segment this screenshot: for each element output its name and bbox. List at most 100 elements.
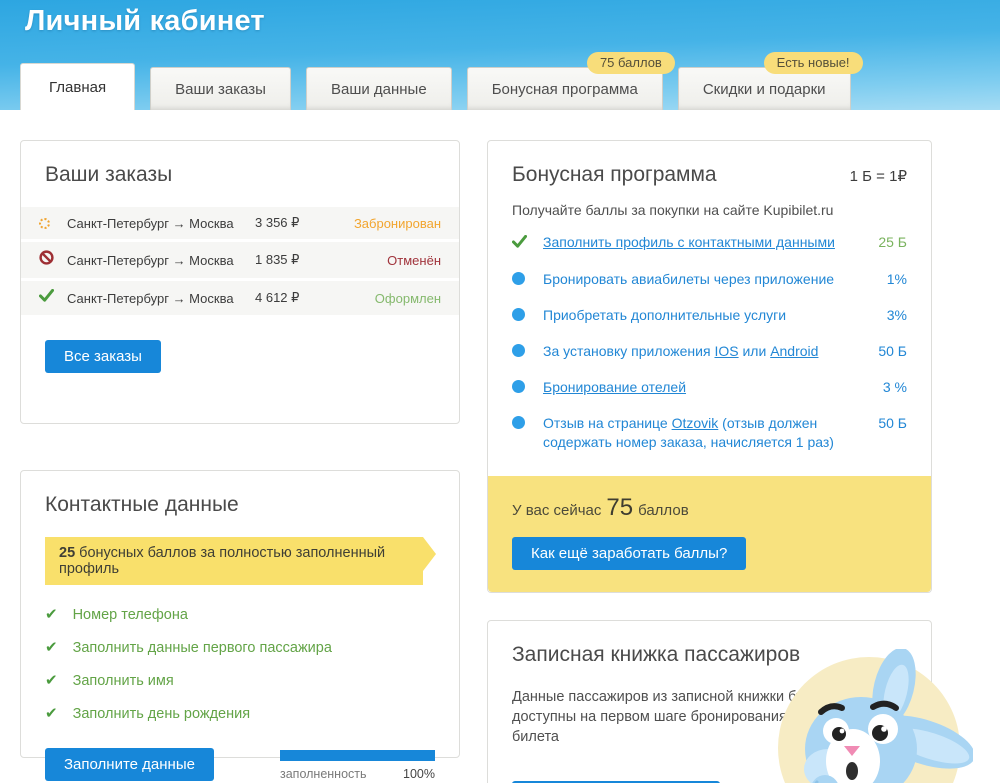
bonus-item-value: 25 Б	[878, 234, 907, 250]
all-orders-button[interactable]: Все заказы	[45, 340, 161, 373]
bonus-item: Бронировать авиабилеты через приложение 1…	[512, 262, 907, 298]
check-icon	[511, 234, 528, 252]
bonus-item-text: Бронирование отелей	[543, 378, 863, 397]
order-row[interactable]: Санкт-Петербург → Москва 3 356 ₽ Заброниро…	[21, 207, 459, 239]
current-points-line: У вас сейчас 75 баллов	[512, 493, 689, 521]
progress-value: 100%	[403, 767, 435, 781]
bonus-item: Приобретать дополнительные услуги 3%	[512, 298, 907, 334]
bonus-link[interactable]: Заполнить профиль с контактными данными	[543, 234, 835, 250]
order-status: Забронирован	[353, 215, 441, 231]
bonus-item-value: 1%	[886, 271, 907, 288]
passenger-notebook-card: Записная книжка пассажиров Данные пассаж…	[487, 619, 973, 783]
bonus-title: Бонусная программа	[512, 163, 717, 186]
earn-more-button[interactable]: Как ещё заработать баллы?	[512, 536, 747, 570]
tab-badge-bonus: 75 баллов	[586, 52, 675, 74]
bonus-footer: У вас сейчас 75 баллов Как ещё заработать …	[488, 475, 931, 592]
tab-label: Ваши данные	[330, 81, 427, 98]
progress-label: заполненность	[280, 767, 367, 781]
right-column: Бонусная программа 1 Б = 1₽ Получайте ба…	[487, 140, 973, 783]
check-icon: ✔	[45, 705, 58, 722]
contacts-title: Контактные данные	[45, 493, 239, 516]
fill-data-button[interactable]: Заполните данные	[45, 748, 214, 781]
bonus-item-text: Бронировать авиабилеты через приложение	[543, 271, 835, 288]
tab-label: Скидки и подарки	[702, 81, 826, 98]
progress-track	[280, 750, 435, 761]
bonus-item-value: 50 Б	[878, 414, 907, 431]
order-status: Оформлен	[374, 290, 441, 306]
bonus-item: Заполнить профиль с контактными данными 2…	[511, 225, 907, 262]
tab-data[interactable]: Ваши данные	[305, 67, 452, 110]
order-price: 3 356 ₽	[255, 215, 300, 230]
bonus-item-text: За установку приложения IOS или Android	[543, 343, 819, 360]
page-title: Личный кабинет	[25, 5, 265, 37]
order-price: 1 835 ₽	[255, 252, 300, 267]
bullet-dot-icon	[512, 308, 525, 322]
banner-points: 25	[59, 545, 76, 561]
header: Личный кабинет Главная Ваши заказы Ваши да…	[0, 0, 1000, 110]
bonus-item-value: 3 %	[882, 378, 907, 395]
bonus-link[interactable]: Android	[770, 343, 819, 360]
checklist-item-label: Заполнить день рождения	[72, 706, 251, 722]
checklist-item: ✔ Заполнить имя	[45, 671, 435, 689]
bullet-dot-icon	[512, 344, 525, 358]
contacts-card: Контактные данные 25 бонусных баллов за …	[20, 470, 460, 781]
bonus-item-value: 50 Б	[878, 343, 907, 360]
order-route: Санкт-Петербург → Москва	[67, 252, 234, 268]
add-passengers-button[interactable]: Внести ещё пассажиров	[512, 781, 720, 783]
order-route: Санкт-Петербург → Москва	[67, 290, 234, 306]
checklist-item-label: Заполнить данные первого пассажира	[72, 640, 332, 656]
bonus-items-list: Заполнить профиль с контактными данными 2…	[511, 225, 907, 460]
check-icon: ✔	[45, 639, 58, 656]
check-icon: ✔	[45, 672, 58, 689]
tab-orders[interactable]: Ваши заказы	[150, 67, 291, 110]
checklist-item: ✔ Номер телефона	[45, 605, 435, 623]
orders-title: Ваши заказы	[45, 163, 173, 186]
tab-bonus[interactable]: Бонусная программа 75 баллов	[466, 52, 675, 110]
checklist-item-label: Заполнить имя	[72, 673, 174, 689]
order-row[interactable]: Санкт-Петербург → Москва 4 612 ₽ Оформлен	[21, 281, 459, 315]
tab-badge-discounts: Есть новые!	[763, 52, 863, 74]
bonus-subtitle: Получайте баллы за покупки на сайте Kupi…	[512, 202, 834, 218]
main-content: Ваши заказы Санкт-Петербург → Москва 3 35…	[0, 110, 1000, 783]
bonus-program-card: Бонусная программа 1 Б = 1₽ Получайте ба…	[487, 140, 932, 593]
bonus-item-text: Приобретать дополнительные услуги	[543, 307, 787, 324]
contacts-bottom-row: Заполните данные заполненность 100%	[45, 748, 435, 781]
notebook-description: Данные пассажиров из записной книжки буд…	[512, 688, 826, 746]
checklist-item-label: Номер телефона	[72, 607, 188, 623]
bonus-link[interactable]: IOS	[714, 343, 739, 360]
tab-discounts[interactable]: Скидки и подарки Есть новые!	[677, 52, 863, 110]
bonus-rate: 1 Б = 1₽	[849, 168, 907, 185]
order-route: Санкт-Петербург → Москва	[67, 215, 234, 231]
contacts-checklist: ✔ Номер телефона ✔ Заполнить данные первого…	[45, 605, 435, 722]
current-points-value: 75	[606, 493, 634, 521]
bonus-item: За установку приложения IOS или Android 5…	[512, 334, 907, 370]
check-icon: ✔	[45, 606, 58, 623]
order-row[interactable]: Санкт-Петербург → Москва 1 835 ₽ Отменён	[21, 242, 459, 278]
order-status: Отменён	[387, 252, 441, 268]
order-price: 4 612 ₽	[255, 290, 300, 305]
checklist-item: ✔ Заполнить данные первого пассажира	[45, 638, 435, 656]
orders-list: Санкт-Петербург → Москва 3 356 ₽ Заброниро…	[21, 207, 459, 315]
bonus-item-text: Заполнить профиль с контактными данными	[543, 233, 863, 252]
orders-card: Ваши заказы Санкт-Петербург → Москва 3 35…	[20, 140, 460, 424]
cancel-icon	[39, 250, 54, 270]
tab-label: Ваши заказы	[175, 81, 266, 98]
bullet-dot-icon	[512, 272, 525, 286]
bonus-points-banner: 25 бонусных баллов за полностью заполнен…	[45, 537, 436, 585]
bullet-dot-icon	[512, 415, 525, 429]
bonus-item: Отзыв на странице Otzovik (отзыв должен …	[512, 406, 907, 460]
progress-fill	[280, 750, 435, 761]
spinner-icon	[39, 217, 50, 229]
bonus-link[interactable]: Otzovik	[671, 414, 719, 431]
bonus-link[interactable]: Бронирование отелей	[543, 378, 687, 395]
tab-home[interactable]: Главная	[20, 63, 136, 110]
profile-progress: заполненность 100%	[280, 750, 435, 781]
checklist-item: ✔ Заполнить день рождения	[45, 704, 435, 722]
bonus-item-value: 3%	[886, 307, 907, 324]
left-column: Ваши заказы Санкт-Петербург → Москва 3 35…	[20, 140, 460, 781]
bonus-item: Бронирование отелей 3 %	[512, 370, 907, 406]
tab-bar: Главная Ваши заказы Ваши данные Бонусная пр…	[20, 52, 863, 110]
notebook-title: Записная книжка пассажиров	[512, 642, 801, 666]
tab-label: Главная	[49, 79, 107, 96]
